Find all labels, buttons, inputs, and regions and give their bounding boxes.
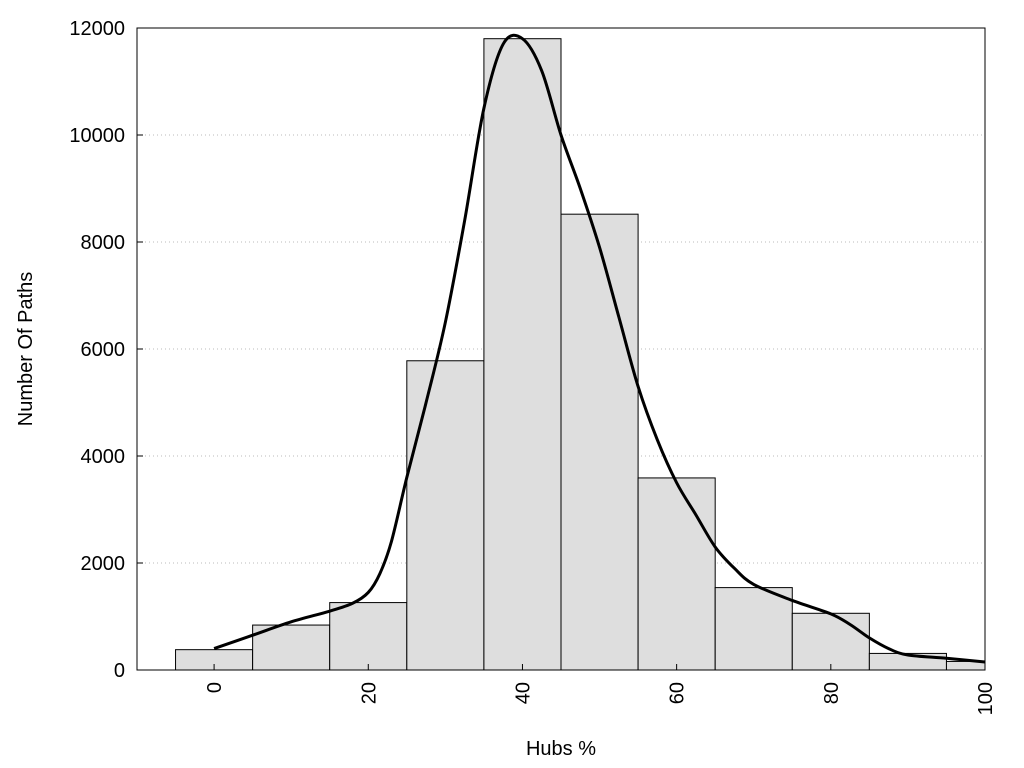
x-axis-ticks: 0 20 40 60 80 100 bbox=[204, 664, 997, 715]
density-curve bbox=[213, 33, 986, 664]
histogram-bar bbox=[637, 477, 716, 671]
histogram-bar bbox=[483, 38, 562, 671]
histogram-bar bbox=[406, 360, 485, 671]
x-axis-label: Hubs % bbox=[526, 738, 596, 760]
histogram-bar bbox=[252, 624, 331, 671]
histogram-bar bbox=[791, 612, 870, 671]
x-tick-label: 0 bbox=[204, 682, 226, 693]
y-axis-ticks: 0 2000 4000 6000 8000 10000 12000 bbox=[69, 18, 143, 682]
histogram-bar bbox=[329, 602, 408, 671]
x-tick-label: 60 bbox=[667, 682, 689, 704]
y-tick-label: 8000 bbox=[81, 232, 126, 254]
histogram-bar bbox=[560, 213, 639, 671]
y-tick-label: 12000 bbox=[69, 18, 125, 40]
x-tick-label: 100 bbox=[975, 682, 997, 715]
y-tick-label: 6000 bbox=[81, 339, 126, 361]
x-tick-label: 80 bbox=[821, 682, 843, 704]
y-tick-label: 4000 bbox=[81, 446, 126, 468]
y-tick-label: 10000 bbox=[69, 125, 125, 147]
x-tick-label: 20 bbox=[358, 682, 380, 704]
y-axis-label: Number Of Paths bbox=[15, 272, 37, 427]
x-tick-label: 40 bbox=[512, 682, 534, 704]
y-tick-label: 0 bbox=[114, 660, 125, 682]
bars bbox=[175, 38, 986, 671]
y-tick-label: 2000 bbox=[81, 553, 126, 575]
histogram-bar bbox=[714, 587, 793, 671]
